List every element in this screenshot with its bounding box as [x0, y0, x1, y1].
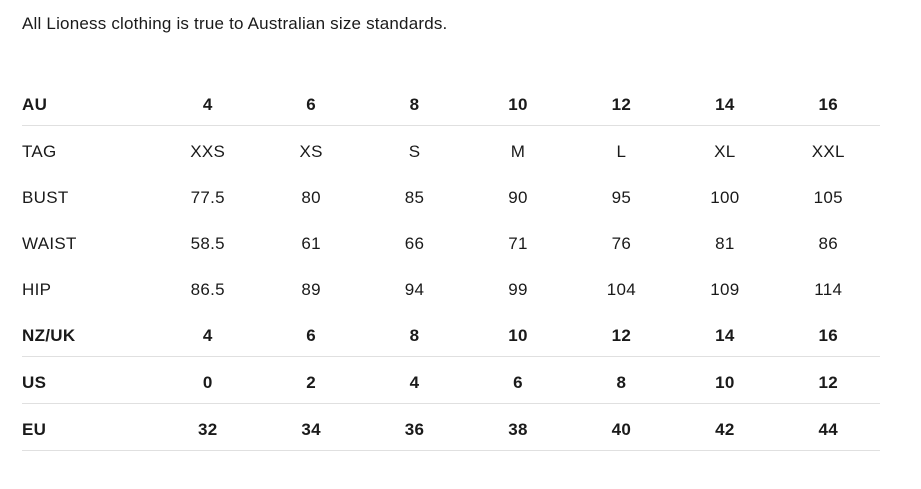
size-value-cell: 16 — [818, 326, 839, 345]
size-value-cell: 4 — [409, 373, 420, 392]
size-chart-row-bust: BUST 77.5 80 85 90 95 100 105 — [22, 172, 880, 218]
size-value-cell: XXS — [190, 142, 226, 161]
row-label: NZ/UK — [22, 326, 76, 345]
size-value-cell: 89 — [301, 280, 321, 299]
size-value-cell: 10 — [508, 95, 528, 114]
size-chart-row-nz-uk: NZ/UK 4 6 8 10 12 14 16 — [22, 310, 880, 357]
size-value-cell: 99 — [508, 280, 528, 299]
size-value-cell: 86 — [818, 234, 839, 253]
size-value-cell: 12 — [818, 373, 839, 392]
size-value-cell: 90 — [508, 188, 528, 207]
row-label: BUST — [22, 188, 69, 207]
size-value-cell: 34 — [301, 420, 321, 439]
size-chart-body: AU 4 6 8 10 12 14 16 TAG XXS XS S M L XL XXL BUST 77.5 80 8… — [22, 79, 880, 451]
row-label: US — [22, 373, 47, 392]
size-chart-row-us: US 0 2 4 6 8 10 12 — [22, 357, 880, 404]
size-chart-row-hip: HIP 86.5 89 94 99 104 109 114 — [22, 264, 880, 310]
row-label: TAG — [22, 142, 57, 161]
row-label: AU — [22, 95, 48, 114]
size-value-cell: 71 — [508, 234, 528, 253]
size-value-cell: 95 — [611, 188, 632, 207]
size-value-cell: 14 — [715, 326, 735, 345]
size-value-cell: 80 — [301, 188, 321, 207]
size-value-cell: XXL — [811, 142, 845, 161]
size-value-cell: 12 — [611, 95, 632, 114]
size-value-cell: 104 — [606, 280, 637, 299]
size-value-cell: 36 — [404, 420, 425, 439]
size-value-cell: 6 — [513, 373, 523, 392]
size-value-cell: 42 — [715, 420, 735, 439]
size-value-cell: M — [510, 142, 526, 161]
size-value-cell: 81 — [715, 234, 735, 253]
size-value-cell: 6 — [306, 95, 317, 114]
size-value-cell: XL — [714, 142, 736, 161]
size-value-cell: 66 — [404, 234, 425, 253]
size-value-cell: 86.5 — [190, 280, 225, 299]
row-label: EU — [22, 420, 47, 439]
size-value-cell: 109 — [710, 280, 740, 299]
size-value-cell: XS — [299, 142, 323, 161]
size-value-cell: 0 — [202, 373, 213, 392]
size-value-cell: 114 — [814, 280, 843, 299]
size-value-cell: 100 — [710, 188, 740, 207]
size-value-cell: 12 — [611, 326, 632, 345]
size-chart-table: AU 4 6 8 10 12 14 16 TAG XXS XS S M L XL XXL BUST 77.5 80 8… — [22, 79, 880, 451]
size-value-cell: 44 — [818, 420, 839, 439]
size-chart-row-waist: WAIST 58.5 61 66 71 76 81 86 — [22, 218, 880, 264]
size-value-cell: 8 — [409, 326, 420, 345]
size-value-cell: S — [408, 142, 421, 161]
size-value-cell: 10 — [715, 373, 735, 392]
size-value-cell: 16 — [818, 95, 839, 114]
size-value-cell: 76 — [611, 234, 632, 253]
size-chart-row-eu: EU 32 34 36 38 40 42 44 — [22, 404, 880, 451]
size-value-cell: 8 — [409, 95, 420, 114]
size-value-cell: 38 — [508, 420, 528, 439]
size-value-cell: 77.5 — [190, 188, 225, 207]
size-value-cell: 6 — [306, 326, 317, 345]
size-value-cell: 58.5 — [190, 234, 225, 253]
size-value-cell: L — [616, 142, 627, 161]
size-standards-note: All Lioness clothing is true to Australi… — [22, 14, 448, 33]
size-value-cell: 61 — [301, 234, 321, 253]
size-value-cell: 94 — [404, 280, 425, 299]
size-chart-row-au: AU 4 6 8 10 12 14 16 — [22, 79, 880, 126]
size-value-cell: 4 — [202, 95, 213, 114]
row-label: WAIST — [22, 234, 77, 253]
size-value-cell: 4 — [202, 326, 213, 345]
size-value-cell: 85 — [404, 188, 425, 207]
size-value-cell: 2 — [306, 373, 317, 392]
row-label: HIP — [22, 280, 52, 299]
size-chart-row-tag: TAG XXS XS S M L XL XXL — [22, 126, 880, 173]
size-value-cell: 14 — [715, 95, 735, 114]
size-value-cell: 32 — [197, 420, 218, 439]
size-value-cell: 40 — [611, 420, 632, 439]
size-value-cell: 10 — [508, 326, 528, 345]
size-value-cell: 8 — [616, 373, 627, 392]
size-value-cell: 105 — [813, 188, 843, 207]
